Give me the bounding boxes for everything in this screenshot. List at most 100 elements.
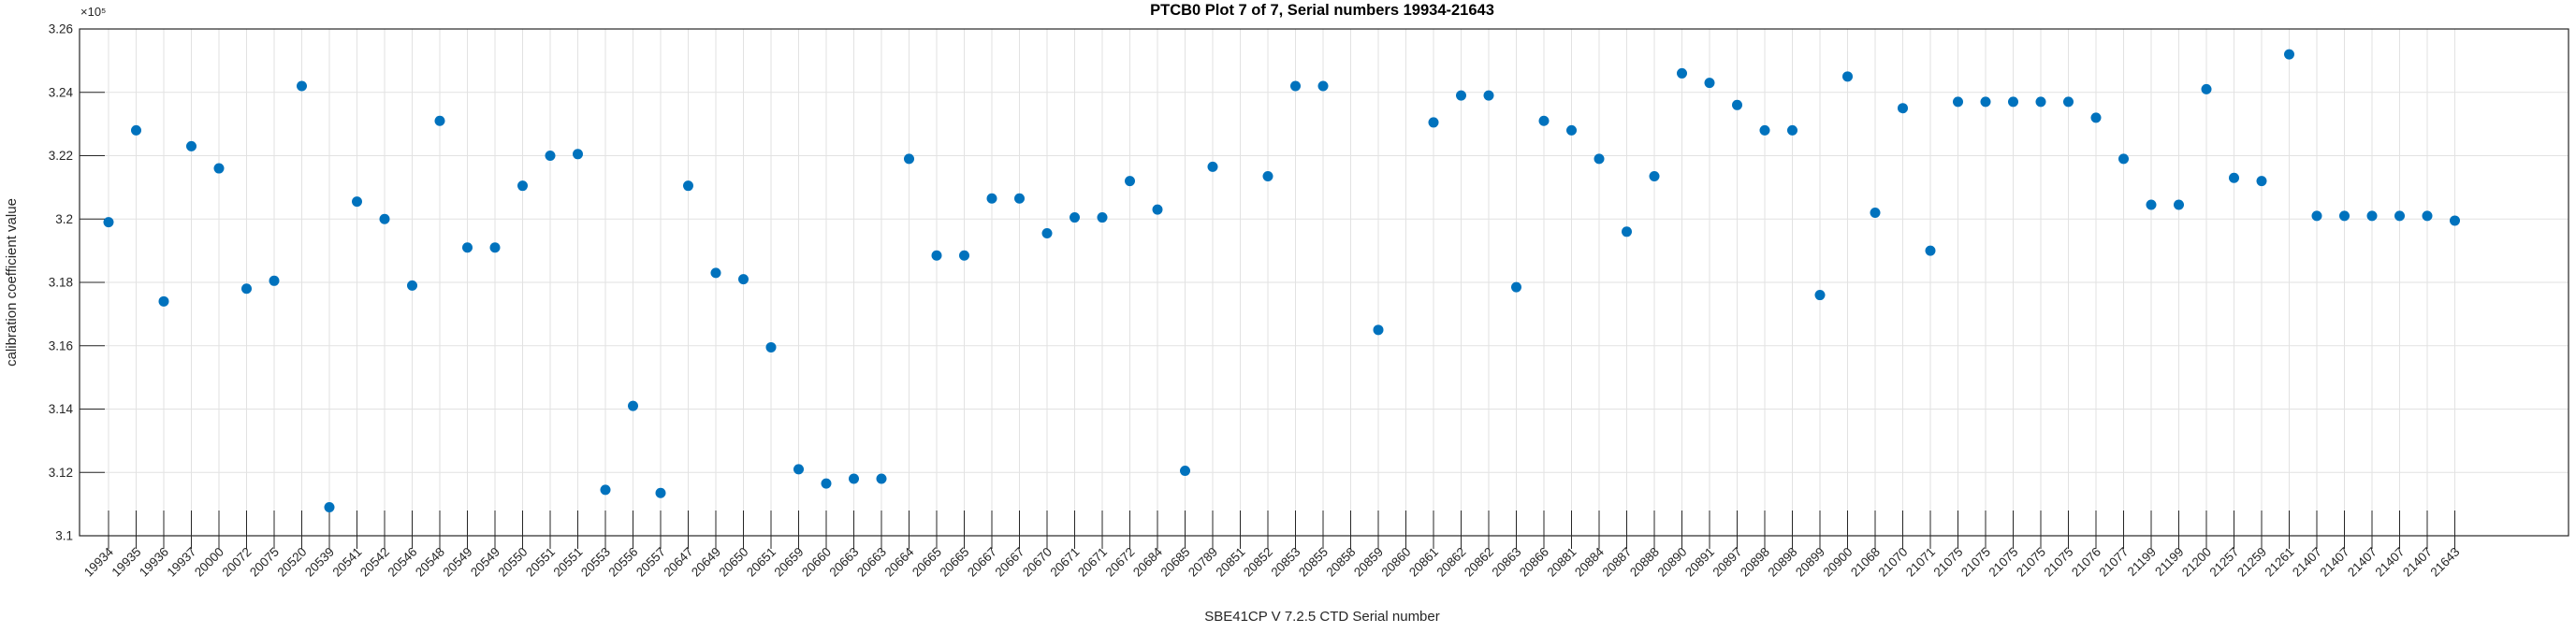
- data-point: [489, 242, 501, 253]
- x-tick-label: 20862: [1462, 545, 1496, 580]
- x-tick-label: 20888: [1627, 545, 1662, 580]
- data-point: [2008, 96, 2018, 108]
- x-tick-label: 20891: [1682, 545, 1717, 580]
- x-tick-label: 20789: [1186, 545, 1220, 580]
- x-tick-label: 20556: [605, 545, 640, 580]
- data-point: [573, 149, 583, 160]
- data-point: [462, 242, 473, 253]
- data-point: [1207, 161, 1218, 172]
- data-point: [1898, 103, 1908, 114]
- x-tick-label: 20000: [192, 545, 226, 580]
- data-point: [2229, 172, 2239, 183]
- x-tick-label: 20557: [633, 545, 668, 580]
- y-axis-label: calibration coefficient value: [4, 198, 20, 367]
- x-tick-label: 21076: [2069, 545, 2103, 580]
- x-tick-label: 21075: [2041, 545, 2075, 580]
- x-tick-label: 20650: [716, 545, 750, 580]
- x-tick-label: 20863: [1489, 545, 1523, 580]
- data-point: [213, 163, 225, 174]
- x-tick-label: 20900: [1820, 545, 1855, 580]
- y-tick-label: 3.18: [49, 276, 73, 290]
- gridlines: [80, 29, 2569, 536]
- data-point: [1456, 90, 1466, 101]
- x-tick-label: 20667: [992, 545, 1026, 580]
- x-tick-label: 20887: [1599, 545, 1634, 580]
- x-tick-label: 20550: [495, 545, 530, 580]
- x-tick-label: 20866: [1517, 545, 1551, 580]
- x-tick-label: 20670: [1020, 545, 1055, 580]
- x-tick-label: 21075: [1958, 545, 1993, 580]
- data-point: [1262, 171, 1273, 182]
- x-tick-label: 20546: [385, 545, 419, 580]
- data-point: [186, 140, 196, 151]
- y-axis-exponent-label: ×10⁵: [80, 5, 106, 19]
- y-tick-label: 3.24: [49, 85, 74, 99]
- data-point: [158, 295, 169, 307]
- data-point: [738, 274, 749, 285]
- x-tick-label: 20881: [1544, 545, 1579, 580]
- y-tick-label: 3.12: [49, 466, 73, 480]
- data-point: [710, 267, 721, 279]
- data-point: [2063, 96, 2074, 108]
- data-point: [2146, 199, 2157, 210]
- data-point: [2118, 153, 2129, 165]
- y-tick-label: 3.14: [49, 402, 74, 416]
- data-point: [241, 283, 252, 295]
- data-point: [1014, 193, 1025, 204]
- x-tick-label: 19935: [109, 545, 143, 580]
- x-tick-label: 21407: [2317, 545, 2351, 580]
- x-tick-label: 20898: [1738, 545, 1772, 580]
- data-point: [2422, 210, 2433, 222]
- x-tick-label: 20665: [910, 545, 944, 580]
- x-tick-label: 20890: [1654, 545, 1689, 580]
- x-tick-label: 20853: [1268, 545, 1303, 580]
- x-tick-label: 21407: [2290, 545, 2324, 580]
- x-tick-label: 21199: [2152, 545, 2186, 579]
- data-point: [2311, 210, 2322, 222]
- data-point: [1070, 212, 1080, 223]
- data-point: [545, 151, 556, 161]
- x-tick-label: 20549: [468, 545, 502, 580]
- data-point: [324, 502, 335, 513]
- data-point: [1594, 153, 1605, 165]
- x-tick-label: 20649: [689, 545, 723, 580]
- x-tick-label: 20539: [302, 545, 337, 580]
- data-point: [1953, 96, 1963, 108]
- data-point: [876, 473, 887, 484]
- x-tick-label: 20651: [744, 545, 779, 580]
- x-tick-label: 20541: [329, 545, 364, 580]
- x-tick-label: 20551: [550, 545, 585, 580]
- x-tick-label: 20860: [1378, 545, 1413, 580]
- x-tick-label: 20862: [1434, 545, 1468, 580]
- data-point: [849, 473, 859, 484]
- chart-title: PTCB0 Plot 7 of 7, Serial numbers 19934-…: [1150, 2, 1494, 19]
- y-tick-label: 3.16: [49, 338, 73, 352]
- x-tick-label: 20548: [413, 545, 447, 580]
- x-tick-label: 21077: [2096, 545, 2131, 580]
- x-tick-label: 20851: [1213, 545, 1247, 580]
- x-tick-label: 21075: [2014, 545, 2048, 580]
- data-point: [1511, 281, 1521, 293]
- x-tick-label: 20542: [357, 545, 392, 580]
- x-tick-label: 20647: [661, 545, 695, 580]
- data-point: [103, 217, 114, 228]
- data-point: [628, 400, 638, 411]
- data-point: [2394, 210, 2405, 222]
- x-tick-label: 20861: [1406, 545, 1441, 580]
- x-tick-label: 21407: [2345, 545, 2380, 580]
- data-point: [931, 250, 942, 261]
- x-tick-label: 20072: [219, 545, 254, 580]
- data-point: [959, 250, 969, 261]
- data-point: [1152, 204, 1163, 215]
- x-tick-label: 20553: [578, 545, 613, 580]
- x-tick-label: 20899: [1793, 545, 1827, 580]
- x-tick-label: 20659: [771, 545, 806, 580]
- x-tick-label: 20664: [881, 544, 916, 579]
- x-tick-label: 20665: [937, 545, 971, 580]
- x-tick-label: 20663: [826, 545, 861, 580]
- data-point: [1870, 207, 1881, 218]
- data-point: [793, 464, 804, 475]
- x-tick-label: 20852: [1241, 545, 1275, 580]
